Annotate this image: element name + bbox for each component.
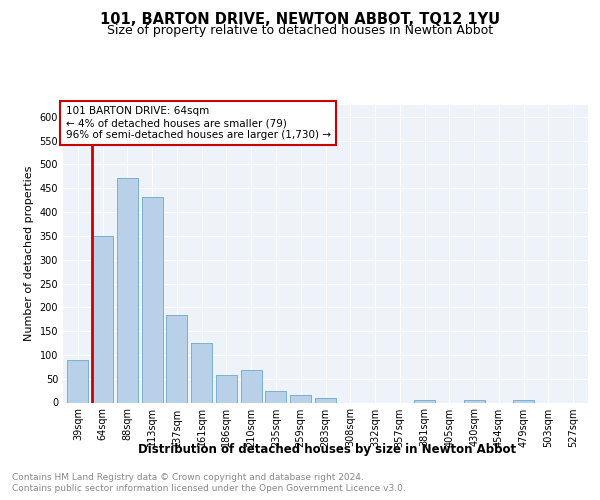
Text: Contains public sector information licensed under the Open Government Licence v3: Contains public sector information licen… bbox=[12, 484, 406, 493]
Bar bbox=[216, 376, 237, 402]
Bar bbox=[513, 400, 534, 402]
Y-axis label: Number of detached properties: Number of detached properties bbox=[24, 166, 34, 342]
Bar bbox=[315, 398, 336, 402]
Bar bbox=[290, 396, 311, 402]
Bar bbox=[166, 315, 187, 402]
Text: Size of property relative to detached houses in Newton Abbot: Size of property relative to detached ho… bbox=[107, 24, 493, 37]
Bar bbox=[117, 178, 138, 402]
Bar bbox=[92, 236, 113, 402]
Text: Contains HM Land Registry data © Crown copyright and database right 2024.: Contains HM Land Registry data © Crown c… bbox=[12, 472, 364, 482]
Bar bbox=[414, 400, 435, 402]
Bar bbox=[191, 344, 212, 402]
Text: Distribution of detached houses by size in Newton Abbot: Distribution of detached houses by size … bbox=[138, 442, 516, 456]
Text: 101, BARTON DRIVE, NEWTON ABBOT, TQ12 1YU: 101, BARTON DRIVE, NEWTON ABBOT, TQ12 1Y… bbox=[100, 12, 500, 28]
Bar bbox=[464, 400, 485, 402]
Bar bbox=[265, 390, 286, 402]
Bar bbox=[67, 360, 88, 403]
Text: 101 BARTON DRIVE: 64sqm
← 4% of detached houses are smaller (79)
96% of semi-det: 101 BARTON DRIVE: 64sqm ← 4% of detached… bbox=[65, 106, 331, 140]
Bar bbox=[142, 197, 163, 402]
Bar bbox=[241, 370, 262, 402]
